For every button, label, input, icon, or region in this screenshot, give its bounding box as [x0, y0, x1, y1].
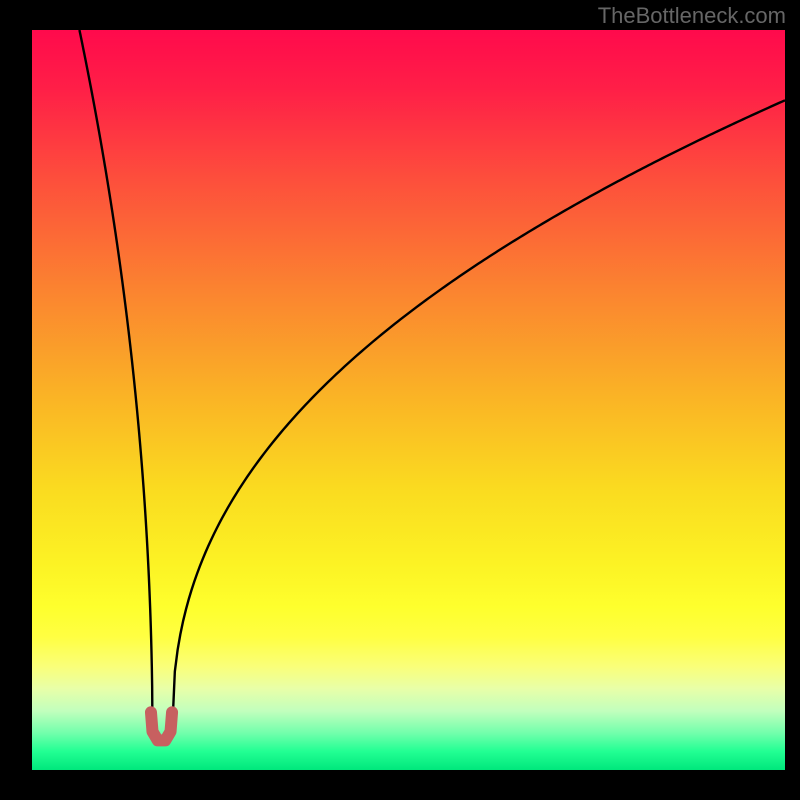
gradient-background	[32, 30, 785, 770]
chart-svg	[32, 30, 785, 770]
bottleneck-chart	[32, 30, 785, 770]
watermark-label: TheBottleneck.com	[598, 3, 786, 29]
